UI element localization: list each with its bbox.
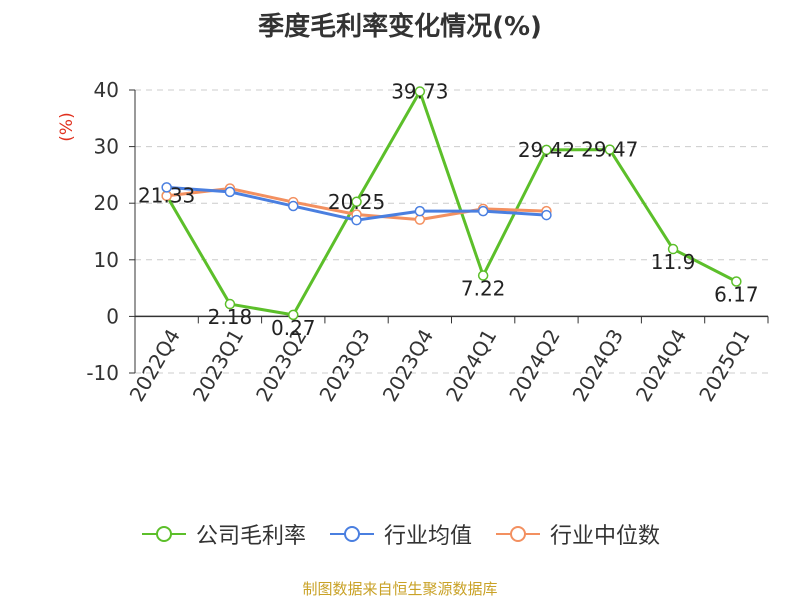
x-tick-label: 2023Q1 xyxy=(188,325,248,406)
y-tick-label: 30 xyxy=(94,135,119,159)
data-point xyxy=(414,205,426,217)
data-label: 29.42 xyxy=(518,138,575,162)
data-point xyxy=(351,196,362,208)
data-point xyxy=(541,209,552,221)
data-label: 0.27 xyxy=(271,316,316,340)
data-point xyxy=(604,144,615,155)
y-tick-label: -10 xyxy=(86,361,119,385)
legend-item-industry-median[interactable]: 行业中位数 xyxy=(494,518,660,550)
data-label: 2.18 xyxy=(208,305,253,329)
data-point xyxy=(288,309,299,321)
data-label: 11.9 xyxy=(651,250,696,274)
legend-marker-industry-mean xyxy=(329,526,374,542)
x-tick-label: 2022Q4 xyxy=(125,325,185,406)
data-point xyxy=(351,214,362,226)
series-line-0 xyxy=(165,90,738,317)
data-point xyxy=(477,270,489,281)
legend-item-company[interactable]: 公司毛利率 xyxy=(140,518,306,550)
data-point xyxy=(288,200,299,212)
data-label: 7.22 xyxy=(461,277,506,301)
x-tick-label: 2024Q2 xyxy=(504,325,564,406)
data-label: 39.73 xyxy=(391,80,448,104)
y-tick-label: 20 xyxy=(94,191,119,215)
x-tick-label: 2024Q4 xyxy=(631,325,691,406)
data-point xyxy=(414,86,426,97)
series-lines xyxy=(161,86,742,321)
chart-title: 季度毛利率变化情况(%) xyxy=(258,12,542,42)
legend-label-industry-mean: 行业均值 xyxy=(383,524,472,549)
legend-marker-industry-median xyxy=(496,526,540,542)
legend-label-industry-median: 行业中位数 xyxy=(550,524,661,549)
x-tick-label: 2025Q1 xyxy=(694,325,754,406)
data-label: 20.25 xyxy=(328,190,385,214)
data-point xyxy=(667,243,679,255)
data-label: 21.33 xyxy=(138,184,195,208)
x-tick-label: 2023Q3 xyxy=(314,325,374,406)
y-tick-label: 40 xyxy=(94,78,119,102)
data-labels: 21.33 2.18 0.27 20.25 39.73 7.22 29.42 29.47 11.… xyxy=(138,80,759,340)
data-point xyxy=(161,182,172,193)
data-point xyxy=(224,298,236,310)
data-point xyxy=(731,276,742,287)
data-point xyxy=(477,205,489,217)
data-source-note: 制图数据来自恒生聚源数据库 xyxy=(302,580,498,598)
y-axis-label: (%) xyxy=(57,112,77,141)
legend-marker-company xyxy=(141,526,186,542)
data-label: 6.17 xyxy=(714,282,759,306)
data-point xyxy=(414,214,426,225)
y-tick-label: 0 xyxy=(106,304,119,328)
data-point xyxy=(541,144,552,156)
chart-legend: 公司毛利率 行业均值 行业中位数 xyxy=(0,518,800,550)
x-tick-label: 2024Q1 xyxy=(441,325,501,406)
x-tick-label: 2024Q3 xyxy=(568,325,628,406)
data-label: 29.47 xyxy=(581,138,638,162)
legend-item-industry-mean[interactable]: 行业均值 xyxy=(328,518,472,550)
legend-label-company: 公司毛利率 xyxy=(195,524,306,549)
data-point xyxy=(224,186,236,198)
x-tick-label: 2023Q4 xyxy=(378,325,438,406)
y-tick-label: 10 xyxy=(94,248,119,272)
